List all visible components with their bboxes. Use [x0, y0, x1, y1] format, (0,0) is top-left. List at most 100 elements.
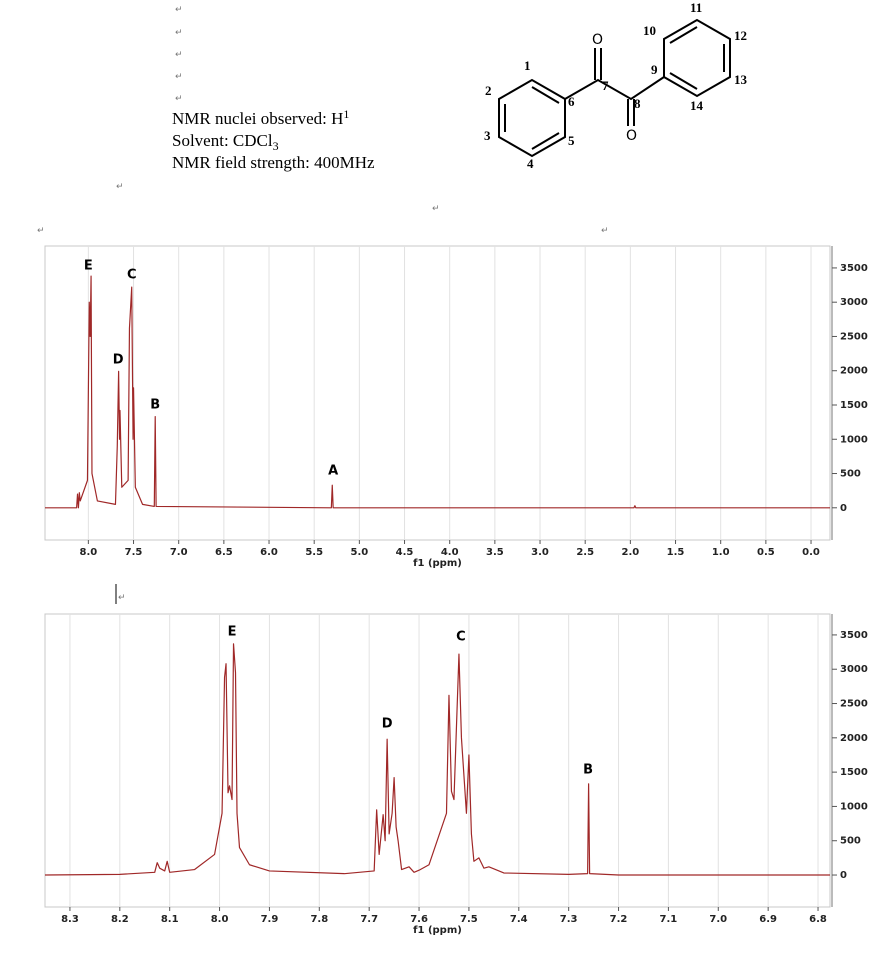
peak-label: B: [583, 763, 593, 778]
x-tick-label: 7.4: [510, 914, 528, 925]
atom-label: 5: [568, 133, 575, 148]
paragraph-mark: ↵: [175, 28, 183, 38]
x-tick-label: 7.0: [709, 914, 727, 925]
atom-label: 7: [602, 78, 609, 93]
ring: [663, 18, 731, 98]
benzil-structure: O O 1 2 3 4 5 6 7 8 9 10 11 12 13 14: [484, 0, 748, 171]
bond: [531, 86, 560, 104]
peak-label: B: [150, 397, 160, 412]
peak-label: A: [328, 463, 338, 478]
atom-label: 8: [634, 96, 641, 111]
atom-label: 11: [690, 0, 702, 15]
paragraph-mark: ↵: [37, 226, 45, 236]
peak-label: D: [382, 717, 393, 732]
atom-label: 14: [690, 98, 704, 113]
x-tick-label: 8.3: [61, 914, 79, 925]
x-tick-label: 1.0: [712, 547, 730, 558]
peak-label: C: [127, 267, 137, 282]
y-tick-label: 2000: [840, 733, 868, 744]
paragraph-mark: ↵: [432, 204, 440, 214]
solvent-text: Solvent: CDCl: [172, 131, 273, 150]
plot-area: [44, 613, 831, 908]
x-axis-label: f1 (ppm): [413, 925, 462, 936]
atom-label: 4: [527, 156, 534, 171]
atom-label: 1: [524, 58, 531, 73]
atom-label: 10: [643, 23, 656, 38]
atom-label: 2: [485, 83, 492, 98]
paragraph-mark: ↵: [601, 226, 609, 236]
x-tick-label: 7.5: [460, 914, 478, 925]
x-axis-label: f1 (ppm): [413, 558, 462, 569]
bond: [564, 76, 665, 101]
x-tick-label: 3.5: [486, 547, 504, 558]
x-tick-label: 6.0: [260, 547, 278, 558]
ring: [498, 78, 566, 158]
paragraph-mark: ↵: [118, 593, 126, 603]
x-tick-label: 4.0: [441, 547, 459, 558]
atom-label: 6: [568, 94, 575, 109]
x-tick-label: 2.0: [622, 547, 640, 558]
paragraph-mark: ↵: [175, 5, 183, 15]
bond: [669, 72, 698, 90]
field-line: NMR field strength: 400MHz: [172, 153, 375, 172]
x-tick-label: 6.9: [759, 914, 777, 925]
peak-label: E: [228, 625, 237, 640]
oxygen: O: [592, 32, 603, 48]
spectrum-chart: 8.0 7.5 7.0 6.5 6.0 5.5 5.0 4.5 4.0 3.5 3.0 2.5 2.0 1…: [44, 245, 868, 569]
y-tick-label: 3500: [840, 263, 868, 274]
nuclei-text: NMR nuclei observed: H: [172, 109, 343, 128]
x-tick-label: 8.2: [111, 914, 129, 925]
y-tick-label: 1500: [840, 400, 868, 411]
y-tick-label: 500: [840, 836, 861, 847]
paragraph-mark: ↵: [175, 94, 183, 104]
y-tick-label: 3000: [840, 664, 868, 675]
x-tick-label: 6.8: [809, 914, 827, 925]
x-tick-label: 7.3: [560, 914, 578, 925]
y-tick-label: 1500: [840, 767, 868, 778]
y-tick-label: 1000: [840, 801, 868, 812]
spectrum-line: [44, 643, 830, 876]
y-tick-label: 3000: [840, 297, 868, 308]
x-tick-label: 7.7: [360, 914, 378, 925]
x-tick-label: 7.9: [261, 914, 279, 925]
paragraph-marks: ↵ ↵ ↵ ↵ ↵ ↵ ↵ ↵ ↵ ↵: [37, 5, 609, 603]
x-tick-label: 7.2: [610, 914, 628, 925]
oxygen: O: [626, 128, 637, 144]
x-tick-label: 0.5: [757, 547, 775, 558]
atom-label: 12: [734, 28, 747, 43]
x-tick-label: 8.1: [161, 914, 179, 925]
paragraph-mark: ↵: [175, 50, 183, 60]
y-tick-label: 0: [840, 503, 847, 514]
x-tick-label: 1.5: [667, 547, 685, 558]
x-tick-label: 2.5: [576, 547, 594, 558]
bond: [531, 132, 560, 150]
x-tick-label: 4.5: [396, 547, 414, 558]
x-tick-label: 7.1: [660, 914, 678, 925]
y-tick-label: 500: [840, 469, 861, 480]
solvent-line: Solvent: CDCl3: [172, 131, 279, 153]
atom-label: 13: [734, 72, 748, 87]
plot-area: [44, 245, 831, 541]
y-tick-label: 2500: [840, 699, 868, 710]
atom-label: 9: [651, 62, 658, 77]
x-tick-label: 8.0: [80, 547, 98, 558]
y-tick-label: 2500: [840, 331, 868, 342]
paragraph-mark: ↵: [175, 72, 183, 82]
y-tick-label: 3500: [840, 630, 868, 641]
superscript: 1: [343, 107, 349, 121]
peak-label: C: [456, 629, 466, 644]
y-tick-label: 1000: [840, 434, 868, 445]
x-tick-label: 5.5: [305, 547, 323, 558]
y-tick-label: 2000: [840, 366, 868, 377]
x-tick-label: 7.5: [125, 547, 143, 558]
x-tick-label: 7.8: [310, 914, 328, 925]
x-tick-label: 6.5: [215, 547, 233, 558]
spectrum-chart: 8.3 8.2 8.1 8.0 7.9 7.8 7.7 7.6 7.5 7.4 7.3 7.2 7.1 7…: [44, 613, 868, 936]
bond: [669, 26, 698, 44]
x-tick-label: 0.0: [802, 547, 820, 558]
atom-label: 3: [484, 128, 491, 143]
x-tick-label: 3.0: [531, 547, 549, 558]
x-tick-label: 7.0: [170, 547, 188, 558]
x-tick-label: 8.0: [211, 914, 229, 925]
